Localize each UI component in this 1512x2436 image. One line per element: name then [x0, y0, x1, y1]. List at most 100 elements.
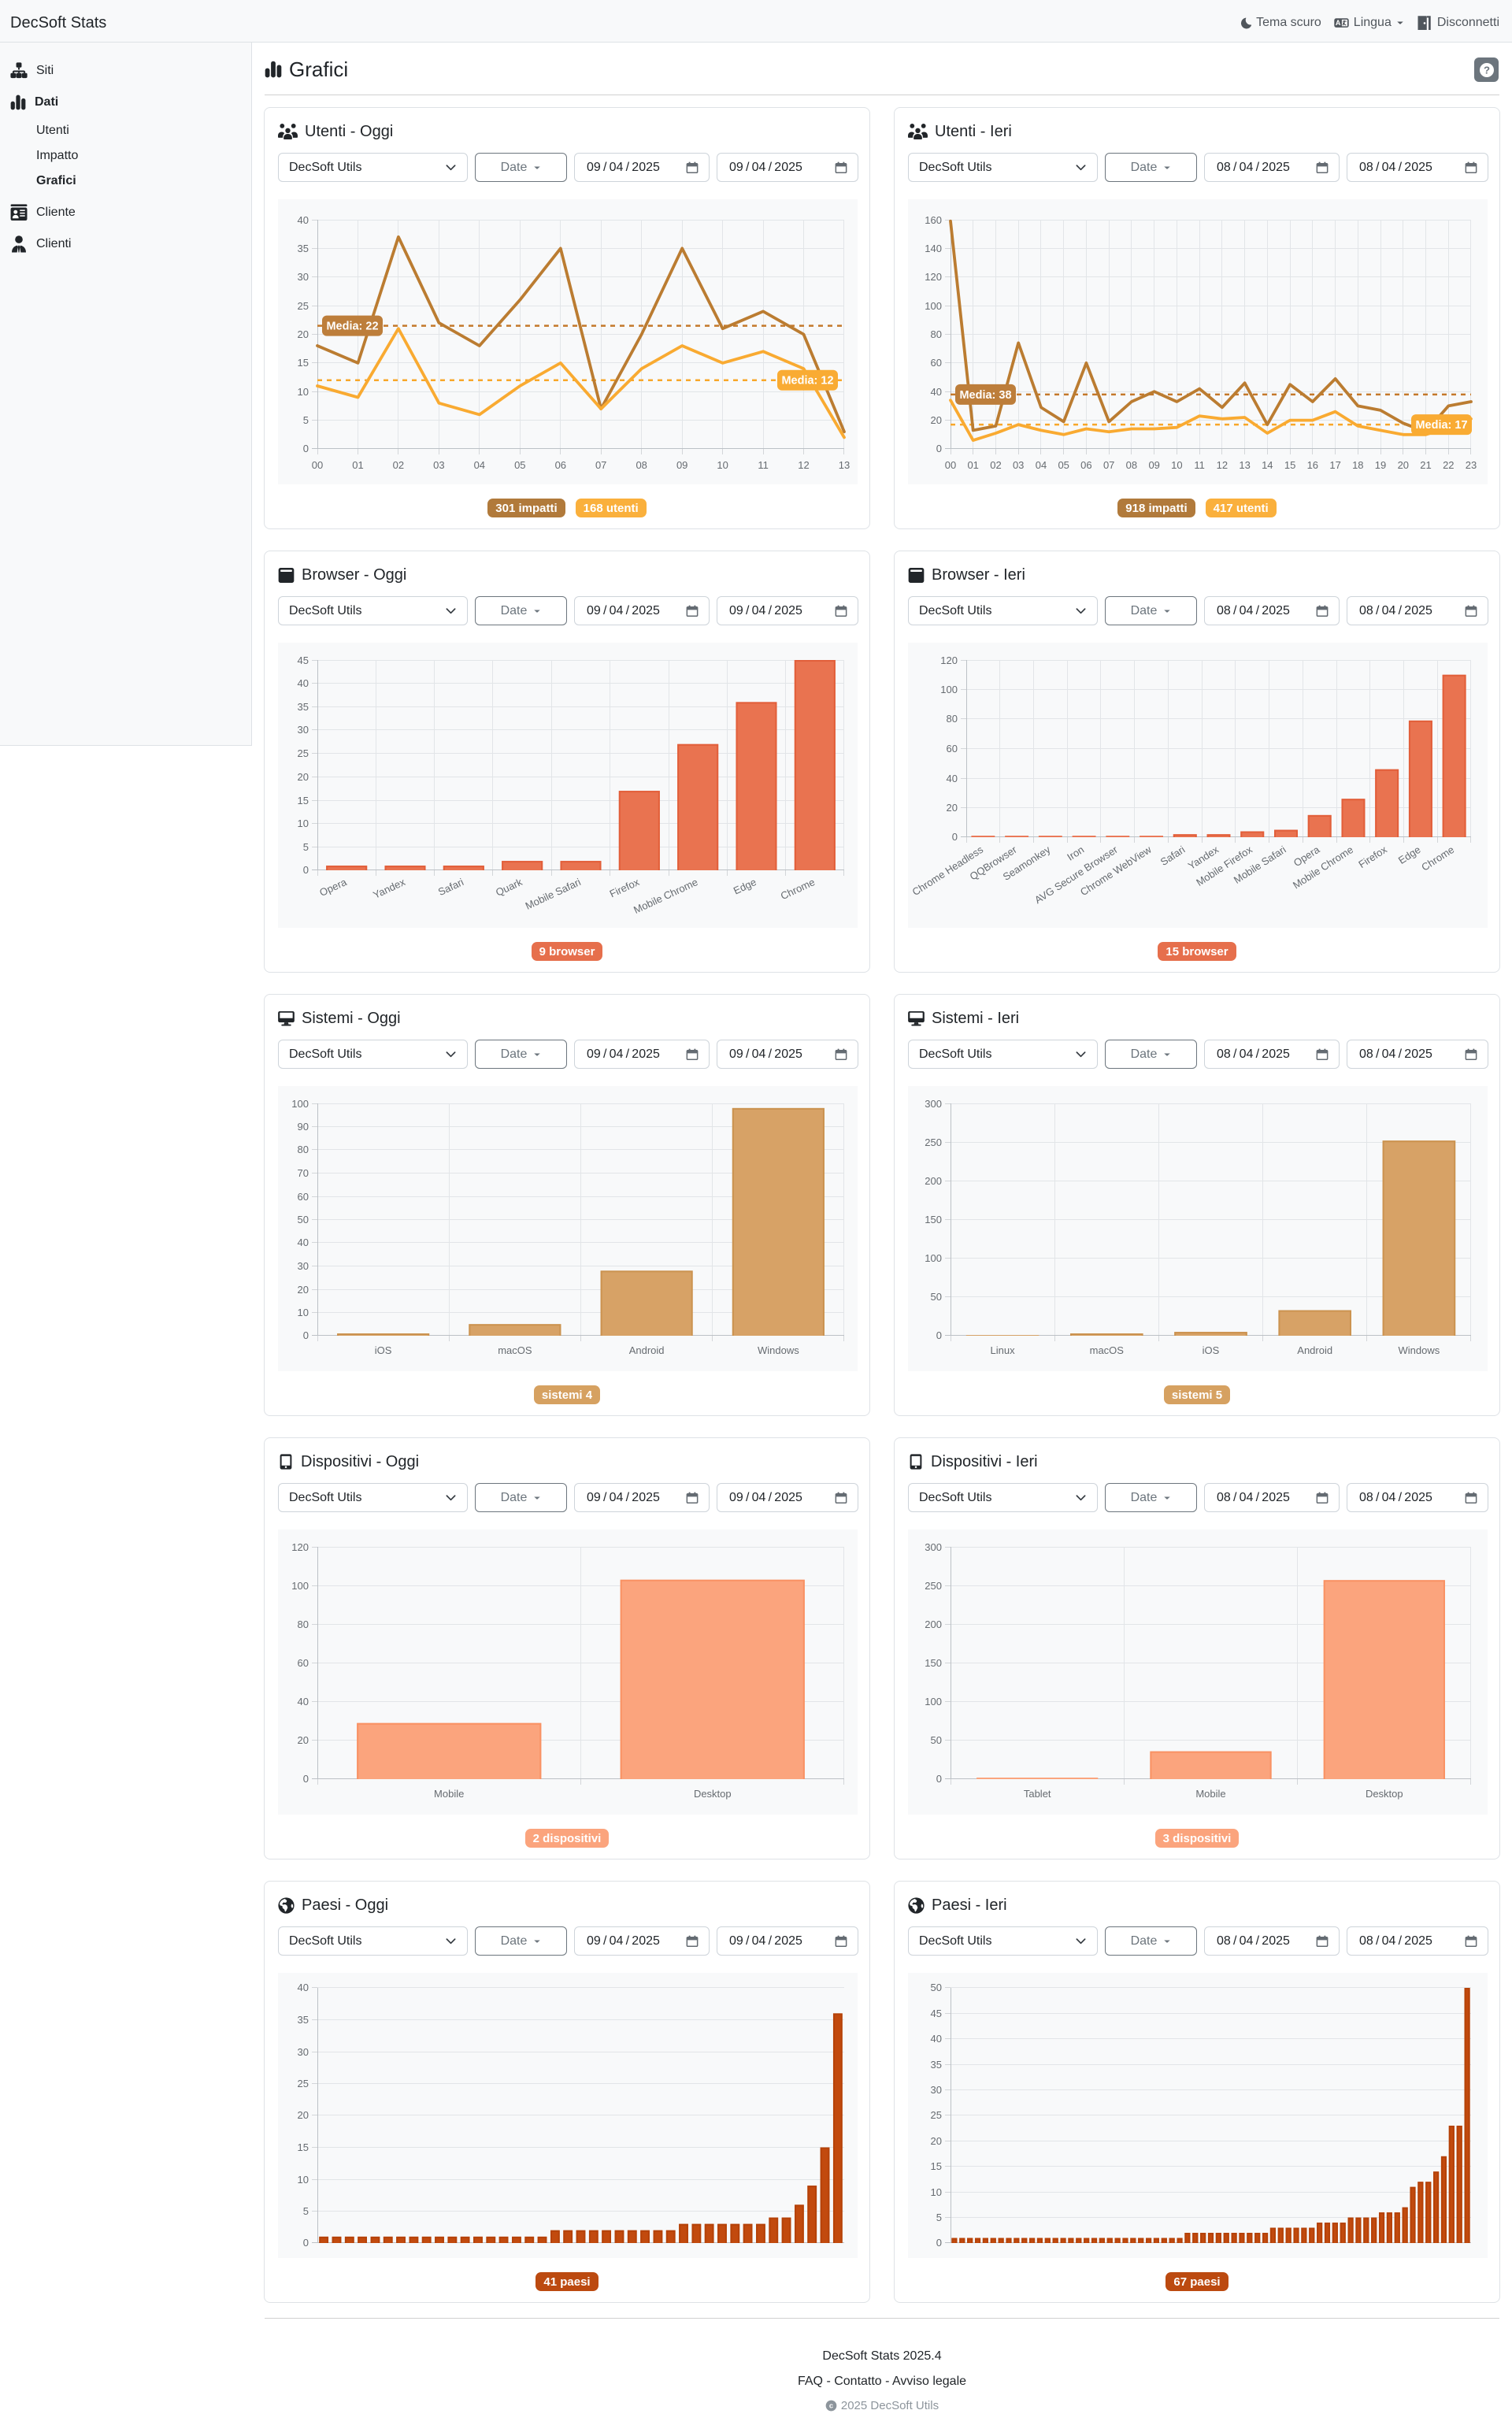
svg-text:120: 120 — [940, 654, 958, 666]
svg-text:35: 35 — [298, 243, 309, 254]
svg-text:Windows: Windows — [758, 1344, 799, 1356]
svg-text:25: 25 — [298, 2078, 309, 2089]
svg-text:macOS: macOS — [498, 1344, 532, 1356]
svg-text:02: 02 — [393, 459, 404, 471]
svg-text:iOS: iOS — [375, 1344, 392, 1356]
svg-text:00: 00 — [945, 459, 956, 471]
svg-text:03: 03 — [433, 459, 444, 471]
svg-text:300: 300 — [925, 1098, 942, 1110]
svg-text:20: 20 — [298, 771, 309, 783]
svg-text:5: 5 — [303, 2205, 309, 2217]
svg-text:15: 15 — [298, 357, 309, 369]
svg-text:200: 200 — [925, 1175, 942, 1187]
svg-text:13: 13 — [1239, 459, 1250, 471]
svg-text:250: 250 — [925, 1136, 942, 1148]
svg-text:5: 5 — [303, 414, 309, 426]
svg-text:25: 25 — [298, 747, 309, 759]
svg-text:09: 09 — [676, 459, 687, 471]
svg-text:20: 20 — [298, 1284, 309, 1296]
svg-text:22: 22 — [1443, 459, 1454, 471]
svg-text:Linux: Linux — [991, 1344, 1016, 1356]
svg-text:15: 15 — [931, 2160, 942, 2172]
svg-text:40: 40 — [298, 677, 309, 689]
svg-text:Media: 38: Media: 38 — [959, 389, 1011, 402]
svg-text:06: 06 — [555, 459, 566, 471]
svg-text:Media: 17: Media: 17 — [1415, 419, 1467, 432]
svg-text:A: A — [1336, 19, 1341, 27]
svg-text:Mobile: Mobile — [434, 1788, 464, 1800]
svg-text:08: 08 — [636, 459, 647, 471]
svg-text:04: 04 — [474, 459, 485, 471]
svg-text:45: 45 — [298, 654, 309, 666]
svg-text:Media: 12: Media: 12 — [781, 375, 833, 387]
svg-text:30: 30 — [298, 271, 309, 283]
svg-text:20: 20 — [298, 2109, 309, 2121]
svg-text:20: 20 — [931, 414, 942, 426]
svg-text:80: 80 — [931, 328, 942, 340]
svg-text:50: 50 — [931, 1734, 942, 1746]
svg-text:200: 200 — [925, 1618, 942, 1630]
svg-text:01: 01 — [967, 459, 978, 471]
svg-text:05: 05 — [1058, 459, 1069, 471]
svg-text:30: 30 — [298, 1260, 309, 1272]
svg-text:00: 00 — [312, 459, 323, 471]
svg-text:19: 19 — [1375, 459, 1386, 471]
svg-text:10: 10 — [298, 2174, 309, 2186]
svg-text:150: 150 — [925, 1214, 942, 1225]
svg-text:40: 40 — [298, 1696, 309, 1707]
svg-text:50: 50 — [931, 1982, 942, 1993]
svg-text:70: 70 — [298, 1167, 309, 1179]
svg-text:03: 03 — [1013, 459, 1024, 471]
svg-text:Android: Android — [1297, 1344, 1332, 1356]
svg-text:120: 120 — [925, 271, 942, 283]
svg-text:13: 13 — [839, 459, 850, 471]
svg-text:18: 18 — [1352, 459, 1363, 471]
svg-text:10: 10 — [717, 459, 728, 471]
svg-text:07: 07 — [595, 459, 606, 471]
svg-text:35: 35 — [298, 2014, 309, 2026]
svg-text:12: 12 — [798, 459, 809, 471]
svg-text:250: 250 — [925, 1580, 942, 1592]
svg-text:15: 15 — [298, 2141, 309, 2153]
svg-text:45: 45 — [931, 2008, 942, 2019]
svg-text:?: ? — [1483, 64, 1489, 76]
svg-text:100: 100 — [940, 684, 958, 695]
svg-text:20: 20 — [947, 802, 958, 814]
svg-text:25: 25 — [931, 2109, 942, 2121]
svg-text:100: 100 — [925, 300, 942, 312]
svg-text:08: 08 — [1126, 459, 1137, 471]
svg-text:10: 10 — [298, 386, 309, 398]
svg-text:10: 10 — [298, 1307, 309, 1318]
svg-text:80: 80 — [947, 713, 958, 725]
svg-text:35: 35 — [931, 2059, 942, 2071]
svg-text:100: 100 — [925, 1696, 942, 1707]
svg-text:0: 0 — [303, 2237, 309, 2249]
svg-text:0: 0 — [936, 443, 942, 454]
svg-text:20: 20 — [1398, 459, 1409, 471]
svg-text:60: 60 — [931, 357, 942, 369]
svg-text:5: 5 — [303, 841, 309, 853]
svg-text:10: 10 — [298, 818, 309, 829]
svg-text:Mobile: Mobile — [1195, 1788, 1225, 1800]
svg-text:50: 50 — [298, 1214, 309, 1225]
svg-text:300: 300 — [925, 1541, 942, 1553]
svg-text:40: 40 — [947, 773, 958, 784]
svg-text:30: 30 — [298, 724, 309, 736]
svg-text:0: 0 — [303, 864, 309, 876]
svg-text:0: 0 — [936, 1329, 942, 1341]
svg-text:20: 20 — [298, 1734, 309, 1746]
svg-text:60: 60 — [298, 1657, 309, 1669]
svg-text:14: 14 — [1262, 459, 1273, 471]
svg-text:60: 60 — [947, 743, 958, 755]
svg-text:0: 0 — [303, 443, 309, 454]
svg-text:0: 0 — [303, 1773, 309, 1785]
svg-text:iOS: iOS — [1203, 1344, 1220, 1356]
svg-text:11: 11 — [758, 459, 769, 471]
svg-text:5: 5 — [936, 2212, 942, 2223]
svg-text:12: 12 — [1217, 459, 1228, 471]
svg-text:macOS: macOS — [1090, 1344, 1125, 1356]
svg-text:Android: Android — [629, 1344, 665, 1356]
svg-text:40: 40 — [298, 1237, 309, 1248]
svg-text:21: 21 — [1420, 459, 1431, 471]
svg-text:06: 06 — [1080, 459, 1091, 471]
